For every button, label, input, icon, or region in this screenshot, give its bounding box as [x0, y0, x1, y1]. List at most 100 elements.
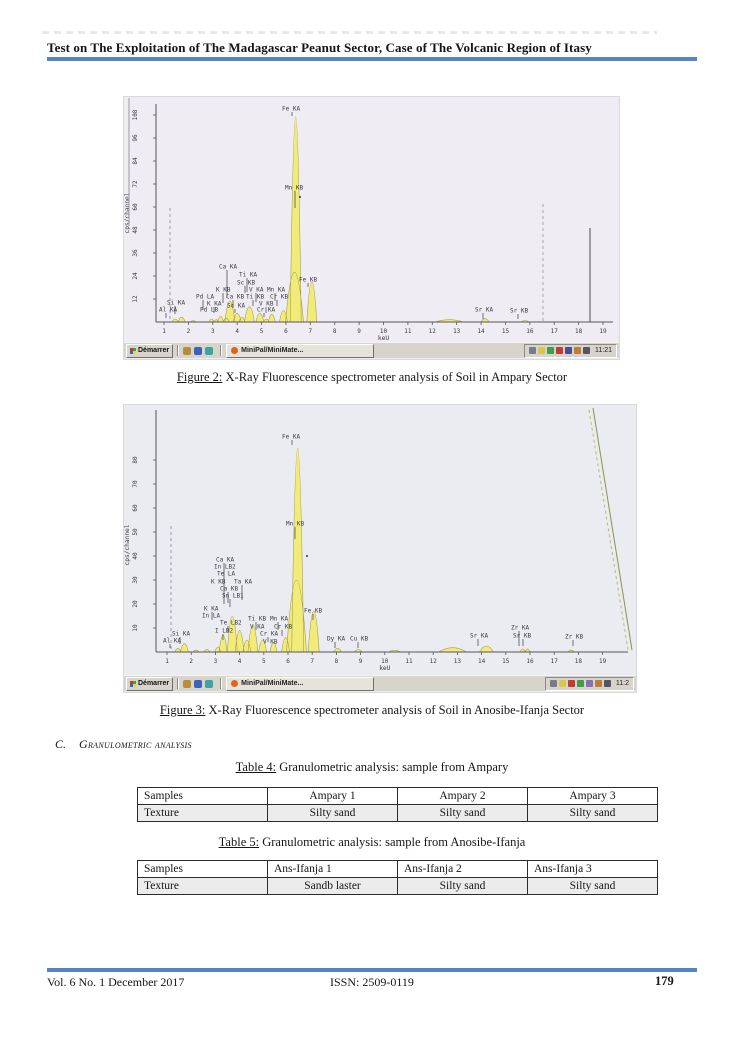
svg-text:Sr KA: Sr KA [470, 633, 488, 640]
svg-text:108: 108 [132, 109, 139, 120]
start-button: Démarrer [126, 676, 174, 691]
svg-text:K KA: K KA [207, 301, 222, 308]
svg-text:10: 10 [380, 328, 388, 335]
svg-text:K KB: K KB [211, 579, 226, 586]
tray-icon [603, 680, 611, 687]
scan-line-artifact [588, 409, 629, 651]
svg-text:Te LB2: Te LB2 [220, 620, 242, 627]
axes [155, 104, 613, 323]
svg-text:12: 12 [132, 295, 139, 303]
windows-flag-icon [130, 680, 136, 687]
section-heading-granulometric-analysis: C. Granulometric analysis [55, 737, 192, 752]
table-cell: Sandb laster [267, 877, 398, 895]
svg-text:Ca KB: Ca KB [226, 294, 244, 301]
svg-text:Mn KA: Mn KA [270, 616, 288, 623]
svg-text:18: 18 [575, 328, 583, 335]
svg-text:Zr KB: Zr KB [565, 634, 583, 641]
figure2-xrf-scan-image: 108 96 84 72 60 48 36 24 12 cps/channel 1 2 3 4 5 6 7 8 9 1… [123, 96, 620, 360]
svg-text:Cr KB: Cr KB [270, 294, 288, 301]
taskbar-separator [220, 678, 223, 689]
footer-issn: ISSN: 2509-0119 [330, 975, 414, 989]
table-cell: Ans-Ifanja 2 [397, 860, 528, 878]
svg-text:V KB: V KB [263, 639, 278, 646]
svg-text:11: 11 [404, 328, 412, 335]
tray-icon [538, 347, 545, 354]
start-button: Démarrer [126, 343, 174, 358]
table-cell: Ampary 3 [527, 787, 658, 805]
svg-text:V KA: V KA [250, 624, 265, 631]
figure2-caption: Figure 2: X-Ray Fluorescence spectromete… [0, 370, 744, 385]
svg-text:Ca KA: Ca KA [216, 557, 234, 564]
svg-text:84: 84 [132, 157, 139, 165]
table-cell: Silty sand [397, 877, 528, 895]
clock: 11:21 [595, 347, 612, 354]
svg-text:15: 15 [502, 658, 510, 665]
svg-text:8: 8 [335, 658, 339, 665]
svg-text:60: 60 [132, 203, 139, 211]
svg-text:cps/channel: cps/channel [124, 192, 131, 233]
svg-text:4: 4 [235, 328, 239, 335]
taskbar-separator [177, 345, 180, 356]
svg-text:In LB2: In LB2 [214, 564, 236, 571]
table-row: Samples Ampary 1 Ampary 2 Ampary 3 [137, 787, 658, 805]
svg-text:Fe KA: Fe KA [282, 434, 300, 441]
table4-caption-text: Granulometric analysis: sample from Ampa… [276, 760, 509, 774]
header-rule [47, 57, 697, 61]
scan-line-artifact [592, 407, 633, 651]
svg-text:2: 2 [187, 328, 191, 335]
svg-text:Sr KA: Sr KA [475, 307, 493, 314]
svg-text:Sc KB: Sc KB [237, 280, 255, 287]
svg-text:Te LA: Te LA [217, 571, 235, 578]
system-tray: 11:21 [524, 343, 617, 358]
tray-icon [585, 680, 593, 687]
svg-text:50: 50 [132, 528, 139, 536]
quick-launch-icon [205, 679, 214, 688]
tray-icon [547, 347, 554, 354]
svg-text:30: 30 [132, 576, 139, 584]
svg-text:9: 9 [357, 328, 361, 335]
start-button-label: Démarrer [138, 347, 170, 354]
svg-text:9: 9 [359, 658, 363, 665]
clock: 11:2 [615, 680, 629, 687]
svg-text:K KB: K KB [216, 287, 231, 294]
svg-text:1: 1 [165, 658, 169, 665]
figure2-caption-label: Figure 2: [176, 370, 223, 384]
table-cell: Silty sand [397, 804, 528, 822]
windows-flag-icon [130, 347, 136, 354]
taskbar-separator [220, 345, 223, 356]
axes [155, 410, 628, 653]
svg-text:cps/channel: cps/channel [124, 524, 131, 565]
quick-launch-icon [205, 346, 214, 355]
section-letter: C. [55, 737, 67, 751]
quick-launch-icon [194, 346, 203, 355]
svg-text:keU: keU [378, 335, 389, 342]
svg-text:Al KA: Al KA [159, 307, 177, 314]
svg-text:Cr KB: Cr KB [274, 624, 292, 631]
figure3-caption-label: Figure 3: [159, 703, 206, 717]
table-row: Texture Sandb laster Silty sand Silty sand [137, 877, 658, 895]
svg-text:Ca KA: Ca KA [219, 264, 237, 271]
svg-text:In LA: In LA [202, 613, 220, 620]
svg-text:72: 72 [132, 180, 139, 188]
tray-icon [529, 347, 536, 354]
svg-text:96: 96 [132, 134, 139, 142]
svg-text:24: 24 [132, 272, 139, 280]
svg-text:Mn KA: Mn KA [267, 287, 285, 294]
svg-text:10: 10 [132, 624, 139, 632]
svg-text:Ti KA: Ti KA [239, 272, 257, 279]
svg-text:Fe KB: Fe KB [304, 608, 322, 615]
svg-text:12: 12 [429, 328, 437, 335]
svg-text:60: 60 [132, 504, 139, 512]
svg-text:16: 16 [526, 328, 534, 335]
svg-text:Fe KB: Fe KB [299, 277, 317, 284]
svg-text:12: 12 [430, 658, 438, 665]
tray-icon [565, 347, 572, 354]
svg-text:Zr KA: Zr KA [511, 625, 529, 632]
section-title: Granulometric analysis [79, 737, 192, 751]
task-button-minipal: MiniPal/MiniMate... [226, 343, 375, 358]
svg-text:70: 70 [132, 480, 139, 488]
table-cell: Ampary 2 [397, 787, 528, 805]
task-button-minipal: MiniPal/MiniMate... [226, 676, 375, 691]
